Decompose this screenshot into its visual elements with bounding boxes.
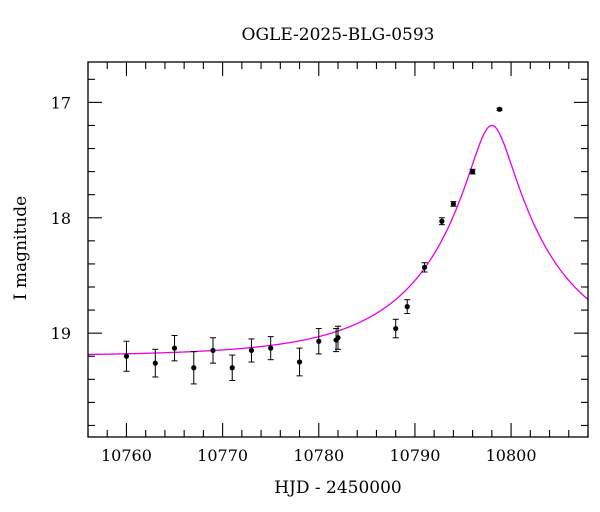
data-point: [496, 106, 503, 112]
y-tick-label: 18: [51, 209, 71, 228]
data-point: [171, 334, 178, 362]
data-marker: [296, 359, 303, 365]
chart-title: OGLE-2025-BLG-0593: [242, 25, 435, 45]
data-point: [392, 318, 399, 339]
data-point: [248, 338, 255, 363]
data-point: [229, 354, 236, 381]
data-point: [296, 347, 303, 377]
data-marker: [248, 347, 255, 354]
x-tick-label: 10790: [389, 446, 440, 465]
y-axis-label: I magnitude: [11, 196, 31, 300]
data-marker: [404, 304, 410, 310]
data-marker: [316, 338, 322, 344]
data-marker: [229, 365, 235, 371]
x-tick-label: 10770: [197, 446, 248, 465]
y-tick-label: 17: [51, 93, 71, 112]
data-marker: [191, 365, 197, 371]
data-marker: [171, 345, 178, 351]
data-point: [469, 168, 476, 175]
x-tick-label: 10760: [101, 446, 152, 465]
data-marker: [152, 360, 158, 366]
data-point: [210, 337, 216, 364]
data-point: [315, 328, 322, 355]
data-marker: [210, 347, 216, 354]
data-marker: [450, 201, 456, 207]
y-tick-label: 19: [51, 324, 71, 343]
data-points-layer: [123, 106, 503, 385]
data-marker: [439, 218, 445, 224]
data-marker: [123, 353, 130, 359]
data-point: [123, 340, 130, 372]
data-marker: [335, 335, 341, 341]
data-marker: [421, 264, 428, 270]
data-point: [335, 325, 341, 350]
data-marker: [496, 106, 503, 112]
model-curve-layer: [87, 124, 589, 356]
data-point: [404, 299, 411, 315]
x-tick-label: 10800: [486, 446, 537, 465]
data-point: [438, 217, 445, 226]
model-curve: [87, 124, 589, 356]
data-point: [152, 348, 159, 378]
data-marker: [393, 325, 399, 332]
data-point: [450, 201, 457, 207]
x-axis-label: HJD - 2450000: [274, 478, 402, 498]
ticks-layer: 10760 10770 10780 10790 10800 17 18 19: [51, 62, 589, 465]
data-point: [190, 351, 197, 385]
data-point: [267, 336, 274, 361]
plot-frame: [87, 61, 589, 438]
data-point: [421, 262, 428, 273]
data-marker: [268, 345, 274, 351]
data-marker: [470, 169, 476, 175]
x-tick-label: 10780: [293, 446, 344, 465]
